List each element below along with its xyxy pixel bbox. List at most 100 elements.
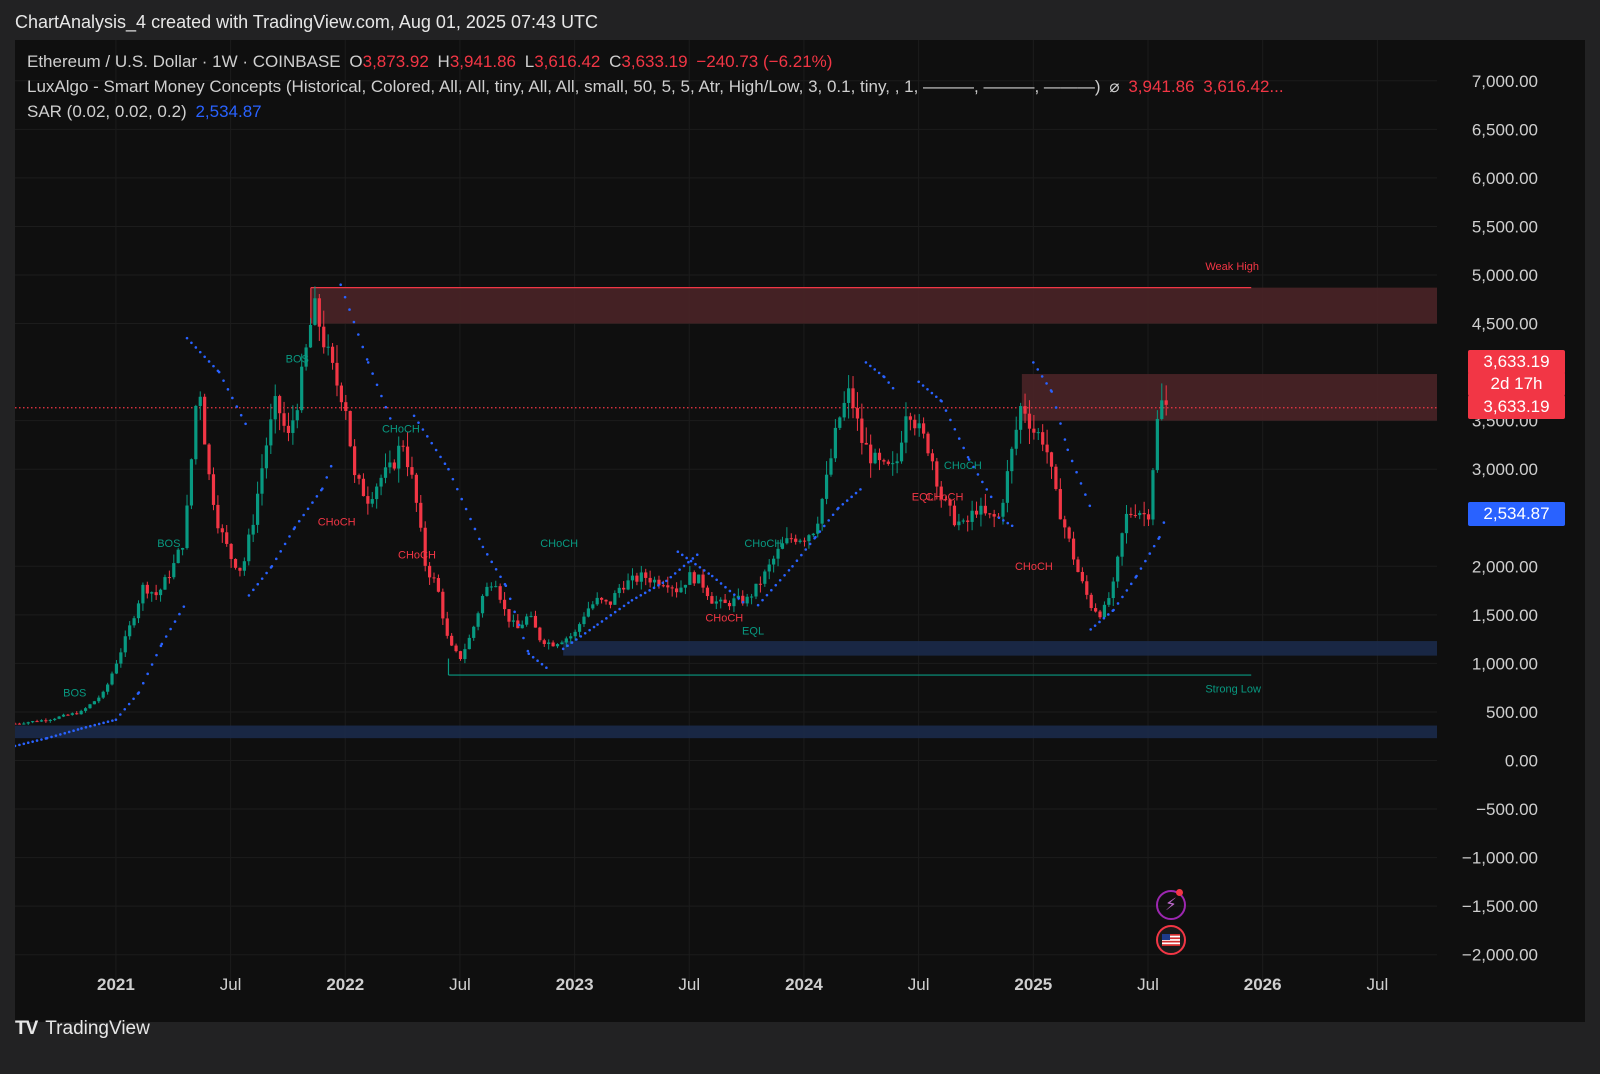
candle-body	[966, 520, 970, 522]
sar-dot	[485, 553, 489, 556]
sar-dot	[1036, 368, 1040, 371]
candle-body	[961, 520, 965, 522]
sar-dot	[306, 507, 310, 511]
indicator-legend[interactable]: LuxAlgo - Smart Money Concepts (Historic…	[27, 77, 1288, 97]
candle-body	[644, 572, 648, 578]
sar-dot	[348, 308, 351, 311]
sar-dot	[1112, 608, 1115, 612]
y-tick-label: 1,500.00	[1472, 606, 1538, 625]
candle-body	[357, 475, 361, 479]
candle-body	[842, 402, 846, 418]
candle-body	[441, 591, 445, 619]
sar-dot	[669, 575, 673, 579]
candle-body	[176, 549, 180, 564]
sar-dot	[63, 731, 67, 735]
indicator-name[interactable]: LuxAlgo - Smart Money Concepts (Historic…	[27, 77, 1101, 96]
sar-dot	[1098, 620, 1101, 624]
candle-body	[185, 505, 189, 549]
candle-body	[802, 540, 807, 542]
sar-dot	[822, 524, 826, 528]
sar-dot	[536, 659, 539, 662]
candle-body	[39, 720, 44, 722]
sar-dot	[1102, 616, 1106, 620]
sar-dot	[84, 726, 88, 729]
chart-area[interactable]: Weak High Strong Low BOS BOS BOS CHoCH CHoCH CH…	[15, 40, 1585, 1022]
x-tick-label: Jul	[220, 975, 242, 994]
candle-body	[414, 474, 418, 503]
sar-dot	[302, 513, 305, 517]
candle-body	[675, 588, 679, 593]
tradingview-logo[interactable]: TV TradingView	[15, 1018, 150, 1040]
sar-dot	[774, 583, 778, 587]
sar-dot	[707, 572, 711, 575]
sar-dot	[682, 564, 686, 568]
sar-dot	[93, 723, 97, 727]
sar-dot	[212, 364, 215, 368]
candle-body	[1102, 604, 1107, 618]
sar-dot	[698, 565, 702, 569]
structure-label: BOS	[286, 353, 309, 365]
sar-name[interactable]: SAR (0.02, 0.02, 0.2)	[27, 102, 187, 121]
sar-dot	[657, 584, 660, 587]
sar-dot	[609, 613, 613, 617]
candle-body	[1080, 571, 1084, 582]
sar-dot	[1125, 589, 1129, 592]
sar-dot	[366, 361, 370, 364]
symbol-name[interactable]: Ethereum / U.S. Dollar · 1W · COINBASE	[27, 52, 341, 71]
sar-dot	[274, 557, 278, 561]
candle-body	[948, 499, 952, 506]
sar-dot	[160, 642, 164, 646]
candle-body	[163, 577, 167, 590]
candle-body	[229, 543, 233, 559]
candle-body	[864, 442, 868, 445]
us-flag-icon[interactable]	[1156, 925, 1186, 955]
candle-body	[772, 558, 776, 565]
structure-label: Strong Low	[1205, 684, 1261, 696]
y-tick-label: −1,500.00	[1462, 897, 1538, 916]
low-label: L	[524, 52, 535, 71]
sar-dot	[89, 724, 92, 728]
candle-body	[136, 603, 141, 619]
structure-label: CHoCH	[926, 491, 964, 503]
candle-body	[582, 616, 586, 625]
sar-dot	[719, 582, 723, 585]
sar-dot	[504, 584, 508, 588]
sar-dot	[283, 542, 287, 546]
sar-dot	[343, 295, 347, 299]
sar-dot	[417, 421, 420, 424]
candle-body	[701, 574, 705, 588]
sar-dot	[695, 553, 699, 557]
candle-body	[666, 585, 670, 588]
sar-dot	[887, 381, 890, 384]
sar-dot	[388, 417, 392, 420]
support-zone	[563, 641, 1437, 656]
candle-body	[1142, 512, 1146, 515]
sar-dot	[676, 550, 680, 554]
candle-body	[225, 532, 229, 544]
sar-dot	[499, 575, 502, 579]
indicator-value-2: 3,616.42...	[1203, 77, 1284, 96]
candle-body	[1071, 538, 1076, 560]
sar-dot	[76, 728, 80, 731]
sar-legend[interactable]: SAR (0.02, 0.02, 0.2) 2,534.87	[27, 102, 266, 122]
candle-body	[75, 713, 79, 715]
lightning-icon[interactable]: ⚡	[1156, 890, 1186, 920]
sar-dot	[1135, 574, 1138, 578]
candle-body	[917, 423, 921, 429]
sar-dot	[15, 744, 17, 748]
candle-body	[79, 710, 83, 715]
candle-body	[211, 474, 216, 505]
sar-dot	[40, 738, 43, 741]
candle-body	[944, 499, 948, 501]
sar-dot	[231, 396, 234, 400]
candle-body	[816, 523, 820, 534]
candle-body	[538, 627, 542, 641]
indicator-value-1: 3,941.86	[1128, 77, 1195, 96]
sar-dot	[18, 743, 21, 747]
sar-dot	[1152, 544, 1156, 548]
y-tick-label: 500.00	[1486, 703, 1538, 722]
sar-dot	[930, 391, 934, 395]
candle-body	[83, 708, 88, 711]
candle-body	[1151, 470, 1155, 520]
